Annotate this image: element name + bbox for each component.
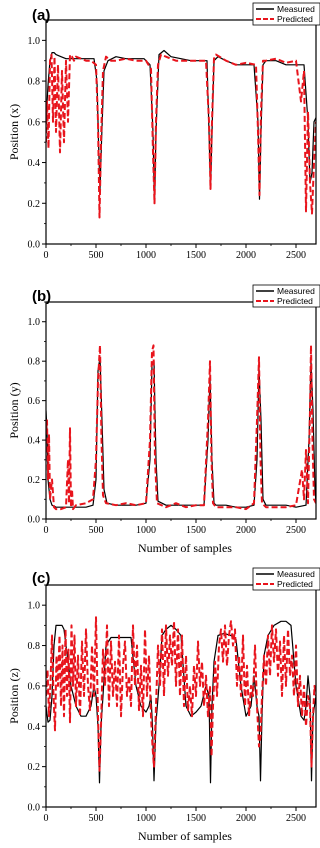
y-tick-label: 1.0 (28, 317, 41, 328)
x-tick-label: 1500 (186, 813, 206, 824)
x-tick-label: 1500 (186, 250, 206, 261)
plot-frame (45, 19, 317, 245)
y-tick-label: 0.0 (28, 803, 41, 814)
chart-panel-1: (a) Position (x) 0.0 0.2 0.4 0.6 0.8 1.0 0 500 100… (7, 2, 320, 261)
y-tick-label: 0.4 (28, 436, 41, 447)
legend-label-measured: Measured (277, 286, 315, 296)
panel-label: (c) (32, 570, 50, 587)
y-tick-label: 0.4 (28, 722, 41, 733)
legend-label-measured: Measured (277, 569, 315, 579)
y-tick-label: 0.6 (28, 117, 41, 128)
x-tick-label: 0 (44, 525, 49, 536)
series-line-measured (46, 356, 316, 508)
panel-label: (a) (32, 7, 50, 24)
x-tick-label: 2000 (236, 250, 256, 261)
plot-frame (45, 301, 317, 520)
plot-frame (45, 584, 317, 808)
x-tick-label: 500 (89, 813, 104, 824)
y-tick-label: 0.0 (28, 515, 41, 526)
y-tick-label: 0.8 (28, 77, 41, 88)
y-tick-label: 0.4 (28, 158, 41, 169)
x-tick-label: 1000 (136, 250, 156, 261)
x-axis-title: Number of samples (138, 541, 232, 555)
y-tick-label: 1.0 (28, 36, 41, 47)
x-tick-label: 1000 (136, 813, 156, 824)
y-axis-title: Position (z) (7, 668, 21, 724)
y-tick-label: 0.2 (28, 762, 41, 773)
x-tick-label: 2500 (286, 250, 306, 261)
chart-panel-2: (b) Position (y) Number of samples 0.0 0.2 0.… (7, 284, 320, 555)
y-axis-title: Position (x) (7, 104, 21, 160)
series-group (46, 616, 316, 784)
series-group (46, 344, 316, 511)
x-tick-label: 500 (89, 525, 104, 536)
panel-label: (b) (32, 288, 51, 305)
y-axis-title: Position (y) (7, 382, 21, 438)
x-tick-label: 500 (89, 250, 104, 261)
legend-label-predicted: Predicted (277, 14, 313, 24)
chart-panel-3: (c) Position (z) Number of samples 0.0 0.2 0.… (7, 567, 320, 843)
series-line-predicted (46, 344, 316, 511)
y-tick-label: 0.2 (28, 199, 41, 210)
series-group (46, 49, 316, 219)
y-tick-label: 0.8 (28, 641, 41, 652)
x-tick-label: 2500 (286, 525, 306, 536)
x-tick-label: 0 (44, 250, 49, 261)
x-tick-label: 2000 (236, 525, 256, 536)
y-tick-label: 0.2 (28, 475, 41, 486)
x-tick-label: 2500 (286, 813, 306, 824)
y-tick-label: 0.0 (28, 240, 41, 251)
y-tick-label: 1.0 (28, 601, 41, 612)
y-tick-label: 0.6 (28, 396, 41, 407)
y-tick-label: 0.6 (28, 681, 41, 692)
y-tick-label: 0.8 (28, 357, 41, 368)
series-line-predicted (46, 53, 316, 219)
series-line-measured (46, 49, 316, 204)
x-tick-label: 1500 (186, 525, 206, 536)
x-tick-label: 1000 (136, 525, 156, 536)
x-tick-label: 2000 (236, 813, 256, 824)
x-tick-label: 0 (44, 813, 49, 824)
legend-label-predicted: Predicted (277, 579, 313, 589)
legend-label-predicted: Predicted (277, 296, 313, 306)
x-axis-title: Number of samples (138, 829, 232, 843)
legend-label-measured: Measured (277, 4, 315, 14)
series-line-predicted (46, 616, 316, 772)
